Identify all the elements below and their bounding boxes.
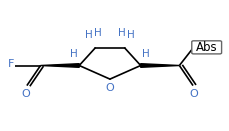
Text: H: H (142, 50, 150, 59)
Text: O: O (106, 83, 114, 93)
Polygon shape (141, 64, 179, 67)
Text: H: H (94, 28, 101, 38)
Text: O: O (190, 89, 199, 99)
Text: H: H (70, 50, 78, 59)
Text: H: H (85, 30, 93, 40)
Text: H: H (118, 28, 126, 38)
Text: O: O (21, 89, 30, 99)
FancyBboxPatch shape (192, 41, 222, 54)
Text: H: H (127, 30, 135, 40)
Text: Abs: Abs (196, 41, 218, 54)
Text: F: F (8, 59, 14, 69)
Polygon shape (41, 64, 79, 67)
